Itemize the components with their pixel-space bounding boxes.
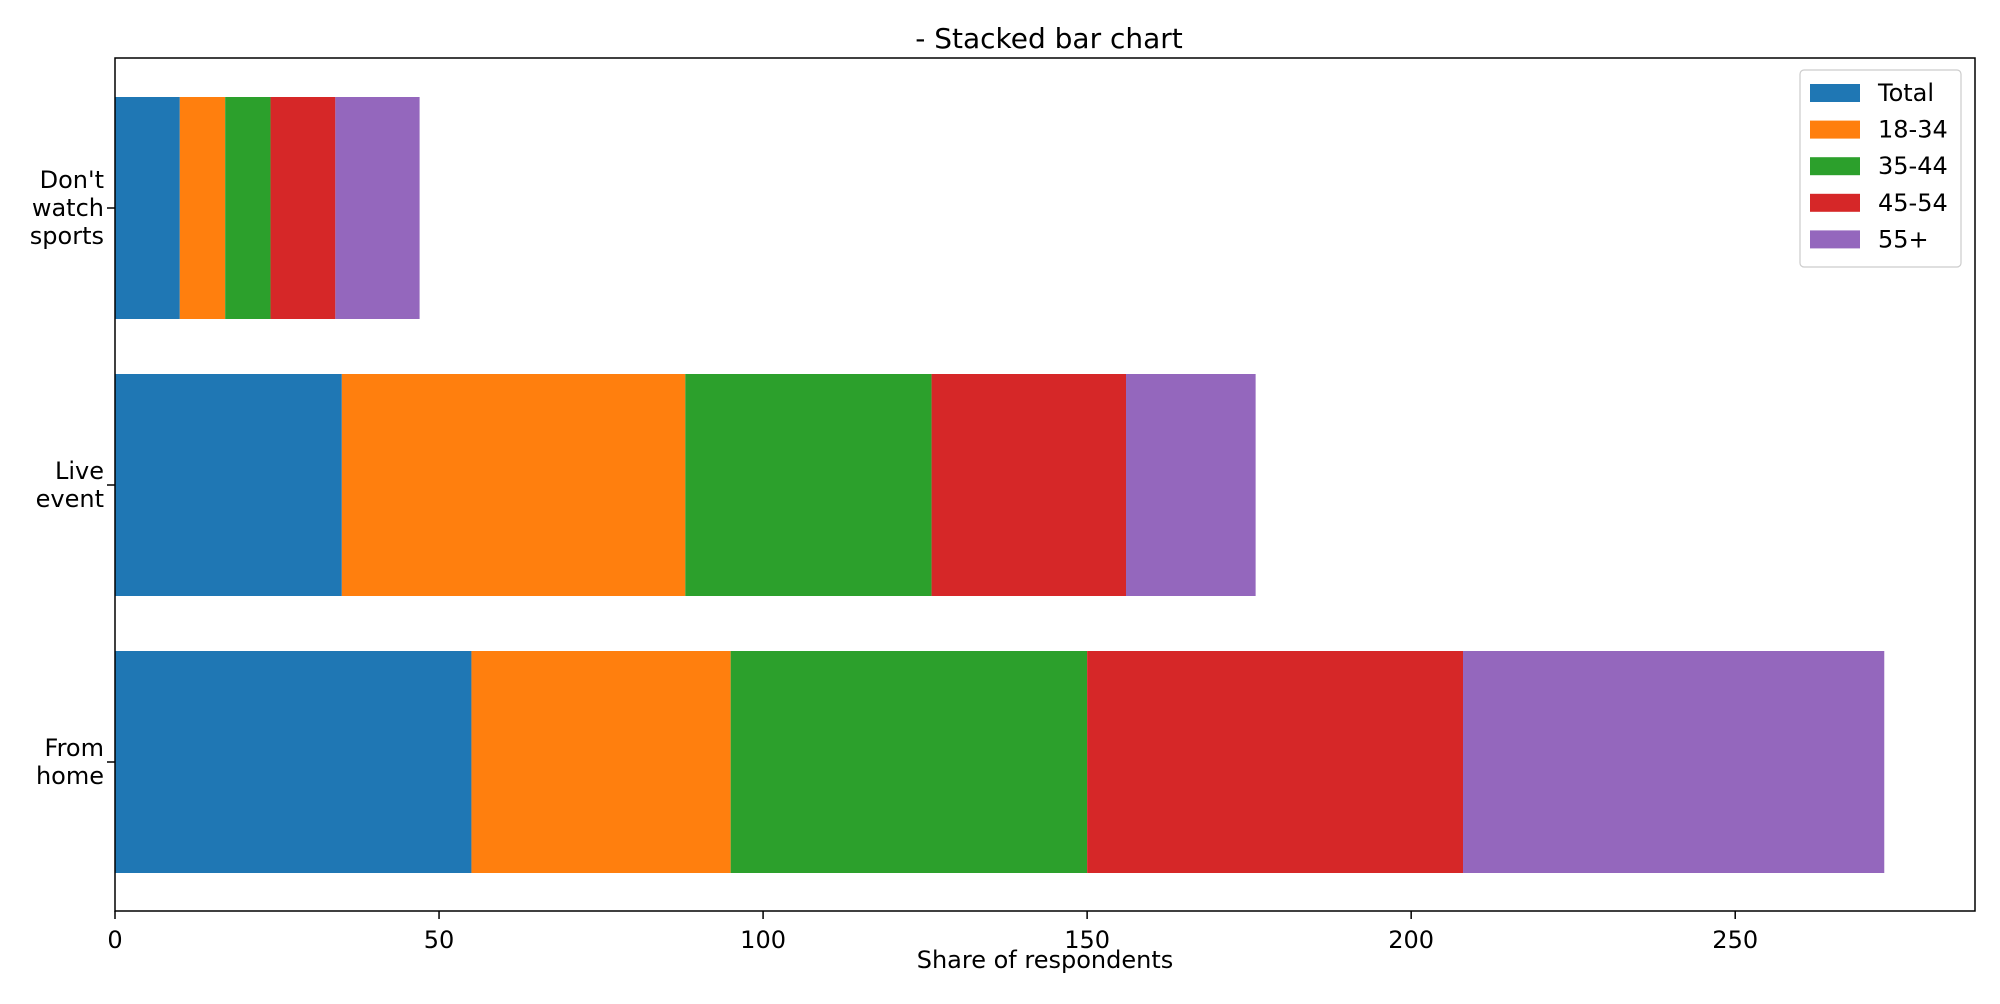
y-tick-label-2: Don't watch sports <box>30 166 104 250</box>
y-axis: From home Live event Don't watch sports <box>30 166 115 790</box>
x-axis: 0 50 100 150 200 250 <box>107 911 1758 954</box>
bar-55--1 <box>1126 374 1256 596</box>
x-tick-label-1: 50 <box>424 926 455 954</box>
legend-swatch-35-44 <box>1810 157 1860 176</box>
x-tick-label-4: 200 <box>1388 926 1434 954</box>
x-axis-label: Share of respondents <box>917 946 1174 974</box>
x-tick-label-3: 150 <box>1064 926 1110 954</box>
bar-18-34-1 <box>341 374 686 596</box>
bar-18-34-2 <box>179 97 226 319</box>
bar-55--0 <box>1463 651 1885 873</box>
bar-total-1 <box>115 374 342 596</box>
legend-label-18-34: 18-34 <box>1878 116 1948 144</box>
legend-swatch-45-54 <box>1810 193 1860 212</box>
bar-18-34-0 <box>471 651 731 873</box>
legend-swatch-18-34 <box>1810 120 1860 139</box>
legend: Total 18-34 35-44 45-54 55+ <box>1799 69 1962 268</box>
y-tick-label-0: From home <box>36 734 104 790</box>
bar-45-54-0 <box>1087 651 1464 873</box>
legend-box <box>1799 69 1962 268</box>
chart-title: - Stacked bar chart <box>915 22 1183 55</box>
bar-45-54-2 <box>270 97 336 319</box>
legend-label-45-54: 45-54 <box>1878 189 1948 217</box>
bar-35-44-0 <box>730 651 1088 873</box>
x-tick-label-0: 0 <box>107 926 122 954</box>
legend-swatch-total <box>1810 84 1860 102</box>
legend-label-total: Total <box>1877 79 1934 107</box>
bar-total-2 <box>115 97 180 319</box>
bar-45-54-1 <box>931 374 1127 596</box>
x-tick-label-5: 250 <box>1712 926 1758 954</box>
bar-total-0 <box>115 651 472 873</box>
x-tick-label-2: 100 <box>740 926 786 954</box>
bar-35-44-2 <box>225 97 271 319</box>
legend-swatch-55- <box>1810 230 1860 249</box>
y-tick-label-1: Live event <box>36 457 104 513</box>
legend-label-35-44: 35-44 <box>1878 152 1948 180</box>
legend-label-55-: 55+ <box>1878 225 1929 253</box>
bar-35-44-1 <box>685 374 932 596</box>
bar-55--2 <box>335 97 420 319</box>
bars-group <box>115 97 1885 873</box>
